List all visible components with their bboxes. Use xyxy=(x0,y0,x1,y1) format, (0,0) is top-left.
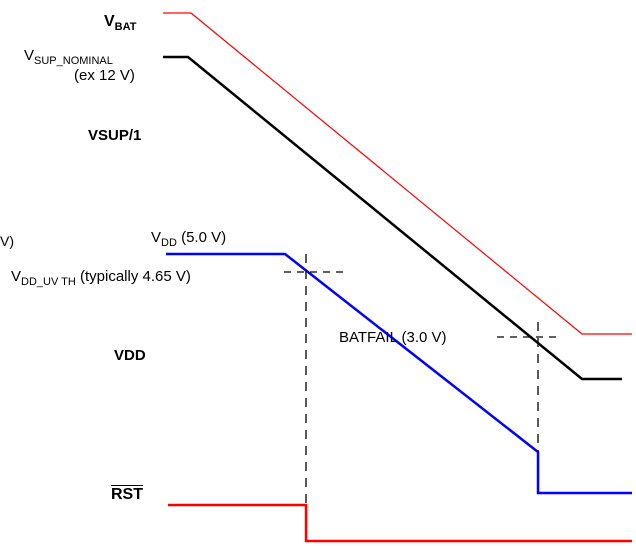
vdd-label: VDD xyxy=(114,347,146,364)
rst-label: RST xyxy=(111,486,143,503)
edge-fragment-label: V) xyxy=(0,233,14,249)
vsup-example-label: (ex 12 V) xyxy=(74,67,135,84)
vsup-nominal-label: VSUP_NOMINAL xyxy=(24,47,113,67)
rst-trace xyxy=(168,503,632,543)
vdd-trace xyxy=(166,252,632,495)
vsup1-label: VSUP/1 xyxy=(88,127,142,144)
vbat-trace xyxy=(163,12,632,335)
batfail-label: BATFAIL (3.0 V) xyxy=(339,329,447,346)
vdd-level-label: VDD (5.0 V) xyxy=(151,229,227,249)
vdd-uv-threshold-label: VDD_UV TH (typically 4.65 V) xyxy=(11,268,191,288)
vbat-label: VBAT xyxy=(104,13,137,33)
vsup-trace xyxy=(163,55,622,381)
